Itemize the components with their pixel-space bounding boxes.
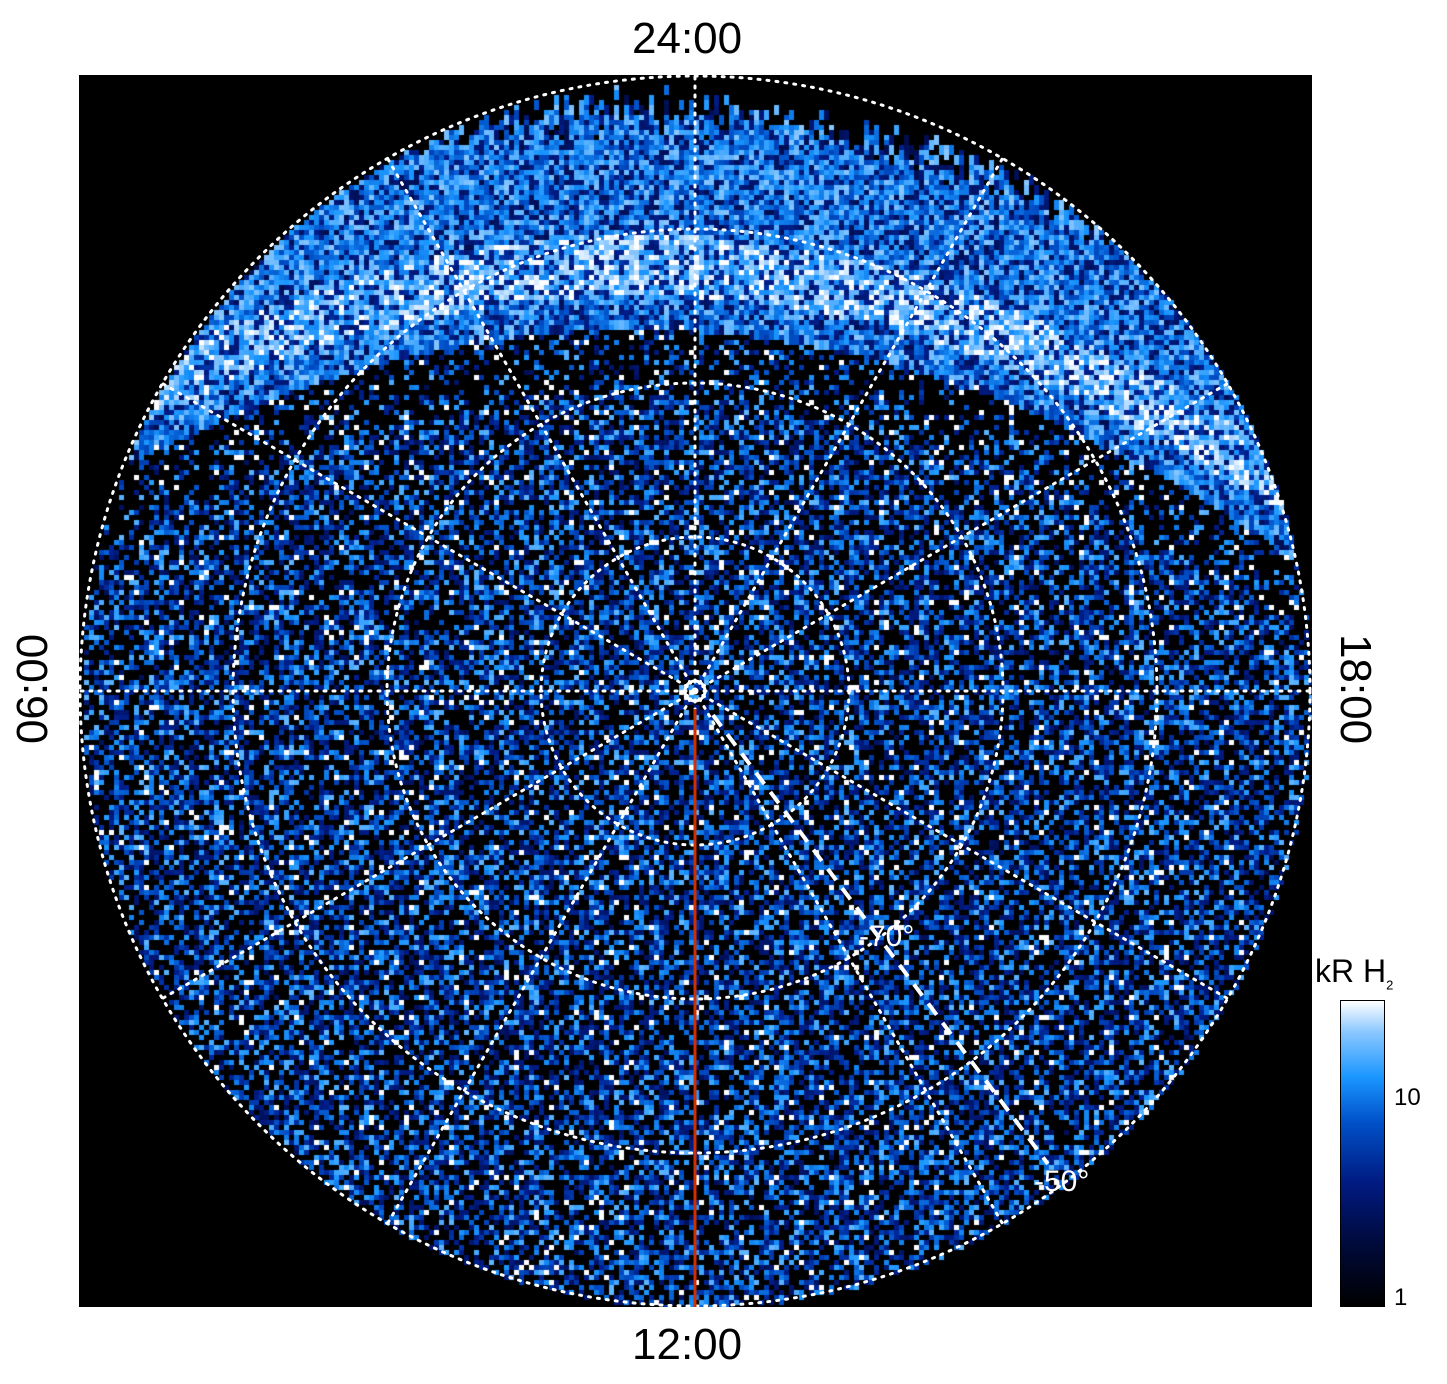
colorbar-title: kR H2 <box>1315 953 1394 993</box>
meridian-line <box>693 689 1230 1000</box>
latitude-label-50: -50° <box>1034 1165 1090 1198</box>
meridian-line <box>386 689 697 1226</box>
polar-aurora-plot: -70° -50° <box>79 75 1312 1307</box>
colorbar <box>1340 1000 1385 1307</box>
colorbar-tick-1: 1 <box>1394 1284 1408 1311</box>
meridian-line <box>693 156 1004 693</box>
colorbar-tick-10: 10 <box>1394 1084 1421 1111</box>
meridian-line <box>160 382 697 693</box>
meridian-line <box>160 689 697 1000</box>
local-time-label-right: 18:00 <box>1331 633 1381 745</box>
polar-grid <box>79 75 1312 1307</box>
local-time-label-top: 24:00 <box>632 14 743 63</box>
latitude-label-70: -70° <box>859 920 915 953</box>
local-time-label-left: 06:00 <box>8 633 58 745</box>
pole-marker <box>683 679 707 703</box>
dashed-meridian <box>711 713 1050 1166</box>
meridian-line <box>693 382 1230 693</box>
meridian-line <box>693 689 1004 1226</box>
meridian-line <box>386 156 697 693</box>
local-time-label-bottom: 12:00 <box>632 1320 743 1369</box>
